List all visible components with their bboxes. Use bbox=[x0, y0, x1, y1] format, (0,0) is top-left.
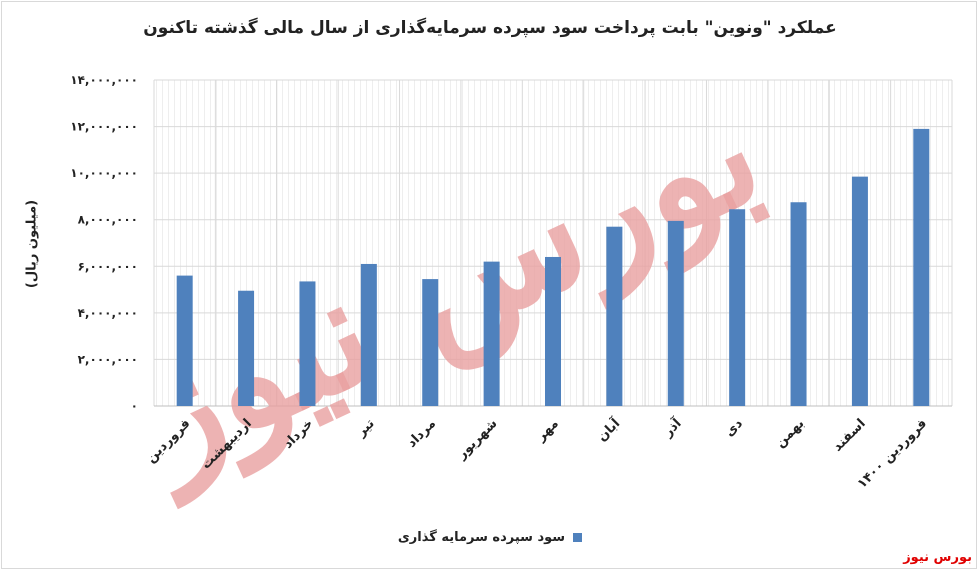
y-axis-ticks: ۰ ۲,۰۰۰,۰۰۰ ۴,۰۰۰,۰۰۰ ۶,۰۰۰,۰۰۰ ۸,۰۰۰,۰۰۰ ۱۰,… bbox=[70, 73, 138, 413]
y-tick-label: ۱۲,۰۰۰,۰۰۰ bbox=[70, 120, 138, 134]
y-tick-label: ۱۴,۰۰۰,۰۰۰ bbox=[70, 73, 138, 87]
bar bbox=[422, 279, 439, 406]
x-tick-label: مرداد bbox=[404, 416, 439, 451]
legend-swatch bbox=[573, 533, 583, 542]
bar bbox=[299, 281, 316, 406]
x-tick-label: شهریور bbox=[454, 416, 501, 463]
bar bbox=[913, 128, 930, 406]
bar bbox=[729, 209, 746, 406]
x-tick-label: مهر bbox=[533, 416, 562, 445]
bar-chart: بورس نیوز ۰۲,۰۰۰,۰۰۰۴,۰۰۰,۰۰۰۶,۰۰۰,۰۰۰۸,… bbox=[70, 63, 953, 509]
legend-label: سود سپرده سرمایه گذاری bbox=[397, 530, 566, 545]
legend: سود سپرده سرمایه گذاری bbox=[0, 530, 980, 545]
bar bbox=[851, 176, 868, 406]
bar bbox=[545, 256, 561, 406]
y-tick-label: ۸,۰۰۰,۰۰۰ bbox=[78, 213, 138, 227]
bar bbox=[360, 263, 377, 406]
y-tick-label: ۶,۰۰۰,۰۰۰ bbox=[78, 259, 138, 273]
bar bbox=[483, 261, 500, 406]
x-tick-label: دی bbox=[722, 416, 746, 440]
y-tick-label: ۱۰,۰۰۰,۰۰۰ bbox=[70, 166, 138, 180]
bar bbox=[176, 275, 193, 406]
y-tick-label: ۴,۰۰۰,۰۰۰ bbox=[78, 306, 138, 320]
bar bbox=[238, 290, 255, 406]
y-tick-label: ۲,۰۰۰,۰۰۰ bbox=[78, 352, 138, 366]
bar bbox=[606, 226, 623, 406]
bar-series bbox=[176, 128, 930, 406]
source-label: بورس نیوز bbox=[903, 550, 972, 565]
bar bbox=[790, 202, 807, 406]
x-tick-label: بهمن bbox=[773, 416, 808, 451]
bar bbox=[667, 220, 684, 406]
y-tick-label: ۰ bbox=[131, 399, 138, 413]
gridlines bbox=[153, 79, 953, 407]
chart-title: عملکرد "ونوین" بابت پرداخت سود سپرده سرم… bbox=[143, 18, 837, 38]
x-tick-label: آذر bbox=[659, 414, 685, 440]
x-tick-label: اسفند bbox=[830, 416, 868, 454]
x-tick-label: آبان bbox=[593, 414, 623, 444]
